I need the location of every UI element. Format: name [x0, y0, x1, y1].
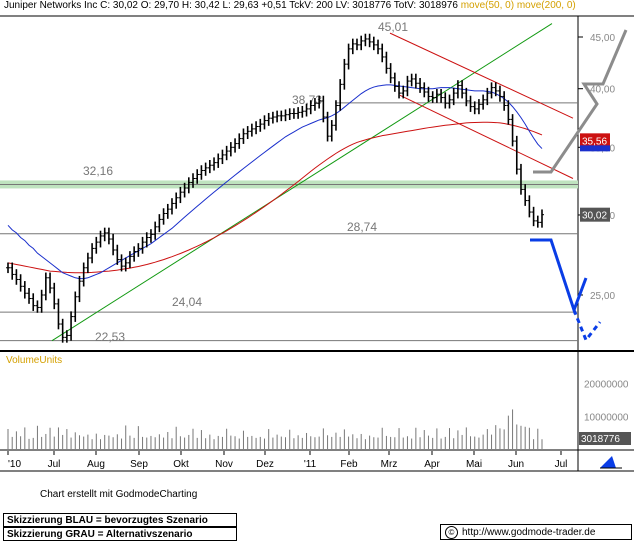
- ma50-label: move(50, 0): [460, 0, 515, 11]
- channel-upper-line: [389, 32, 574, 119]
- price-tag-0-bg: [580, 133, 610, 148]
- x-tick-label-3: Sep: [130, 459, 148, 470]
- channel-lower-line: [399, 94, 574, 179]
- x-tick-label-13: Jul: [555, 459, 568, 470]
- level-label-2: 32,16: [83, 164, 113, 178]
- source-url-box[interactable]: © http://www.godmode-trader.de: [440, 524, 632, 540]
- x-tick-label-7: '11: [304, 459, 317, 470]
- ma200-line: [7, 121, 543, 274]
- x-tick-label-9: Mrz: [381, 459, 398, 470]
- x-tick-label-2: Aug: [87, 459, 105, 470]
- price-tag-0: 35,56: [582, 136, 607, 147]
- source-url[interactable]: http://www.godmode-trader.de: [462, 527, 596, 538]
- x-tick-label-4: Okt: [173, 459, 189, 470]
- x-tick-label-0: '10: [8, 459, 21, 470]
- x-tick-label-8: Feb: [340, 459, 358, 470]
- volume-title: VolumeUnits: [6, 355, 62, 366]
- level-label-4: 24,04: [172, 295, 202, 309]
- price-tag-1: 30,02: [582, 211, 607, 222]
- y-tick-label-1: 40,00: [590, 85, 615, 96]
- chart-credit: Chart erstellt mit GodmodeCharting: [40, 489, 198, 500]
- scenario-grey-path: [533, 29, 628, 174]
- x-tick-label-12: Jun: [508, 459, 524, 470]
- ma200-label: move(200, 0): [516, 0, 576, 11]
- y-tick-label-0: 45,00: [590, 33, 615, 44]
- level-label-5: 22,53: [95, 330, 125, 344]
- chart-header: Juniper Networks Inc C: 30,02 O: 29,70 H…: [4, 0, 576, 11]
- legend-blue-scenario: Skizzierung BLAU = bevorzugtes Szenario: [3, 513, 237, 527]
- legend-grey-scenario: Skizzierung GRAU = Alternativszenario: [3, 527, 237, 541]
- pen-icon: [600, 456, 616, 468]
- scenario-blue-path: [530, 238, 588, 315]
- x-tick-label-6: Dez: [256, 459, 274, 470]
- header-text: Juniper Networks Inc C: 30,02 O: 29,70 H…: [4, 0, 458, 11]
- y-tick-label-4: 25,00: [590, 291, 615, 302]
- ma50-tag-bg: [580, 145, 610, 152]
- price-tag-1-bg: [580, 207, 610, 222]
- copyright-icon: ©: [445, 526, 458, 539]
- x-tick-label-1: Jul: [48, 459, 61, 470]
- x-tick-label-5: Nov: [215, 459, 233, 470]
- uptrend-line: [51, 23, 553, 342]
- x-tick-label-11: Mai: [466, 459, 482, 470]
- level-label-3: 28,74: [347, 220, 377, 234]
- volume-tag: 3018776: [581, 434, 620, 445]
- scenario-blue-dashed: [572, 309, 602, 343]
- x-tick-label-10: Apr: [424, 459, 440, 470]
- volume-tag-bg: [579, 432, 631, 445]
- volume-y-tick-0: 20000000: [584, 380, 629, 391]
- level-label-0: 45,01: [378, 20, 408, 34]
- volume-y-tick-1: 10000000: [584, 412, 629, 423]
